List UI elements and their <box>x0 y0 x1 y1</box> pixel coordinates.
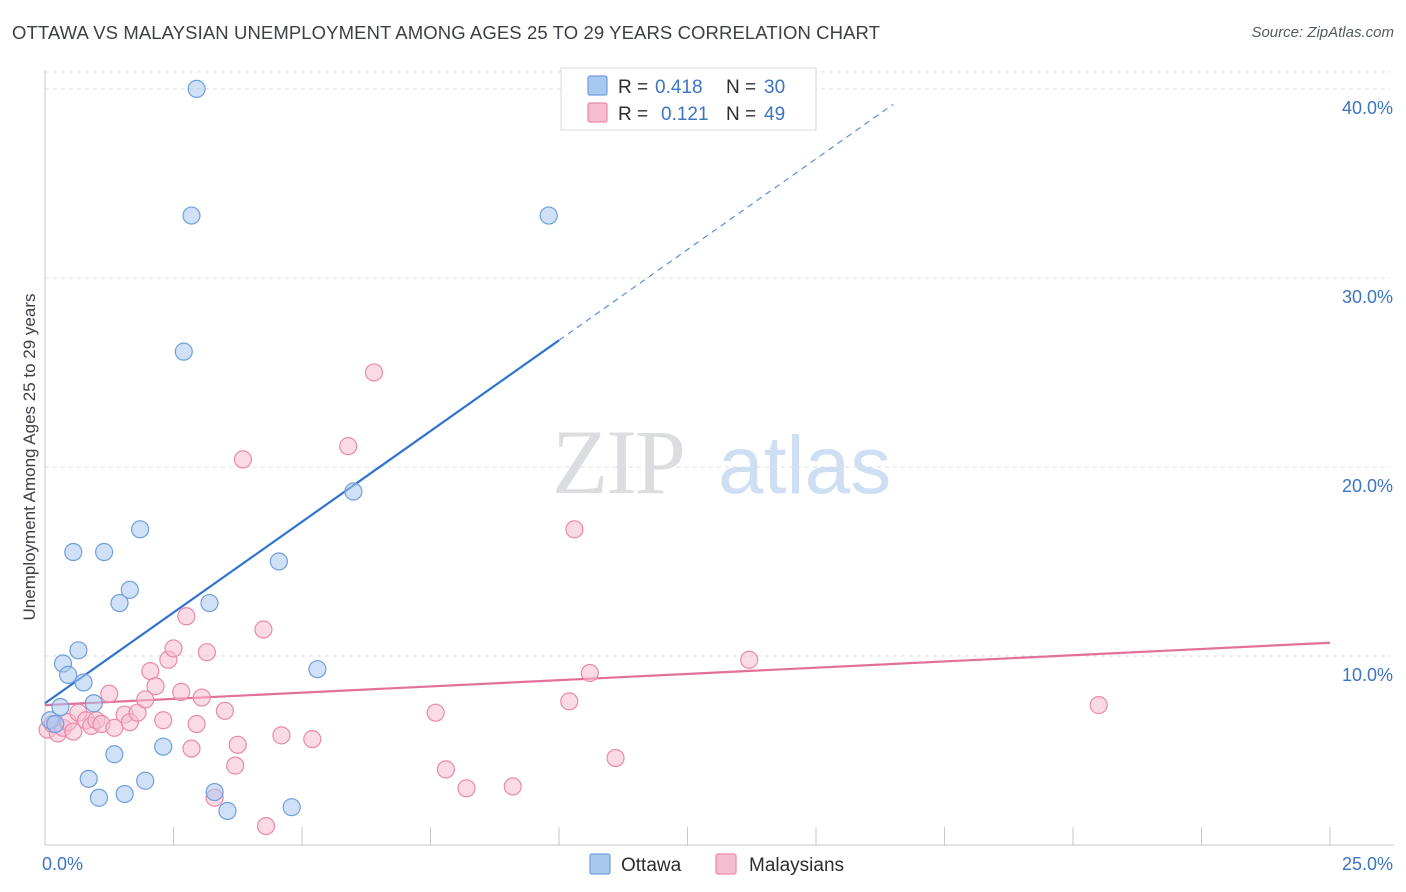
point-malaysians <box>136 690 155 709</box>
point-ottawa <box>74 673 93 692</box>
point-malaysians <box>154 711 173 730</box>
point-ottawa <box>154 737 173 756</box>
chart-source: Source: ZipAtlas.com <box>1251 24 1394 41</box>
point-malaysians <box>100 684 119 703</box>
x-tick-label-min: 0.0% <box>42 854 83 874</box>
point-malaysians <box>233 450 252 469</box>
y-tick-label: 30.0% <box>1342 287 1393 307</box>
point-malaysians <box>172 682 191 701</box>
trendline-ottawa <box>44 339 560 705</box>
legend-n-label-malaysians: N = <box>726 104 756 125</box>
point-malaysians <box>606 748 625 768</box>
point-ottawa <box>69 641 88 660</box>
point-ottawa <box>200 593 219 613</box>
point-ottawa <box>64 542 83 562</box>
point-malaysians <box>177 607 196 626</box>
point-malaysians <box>256 816 276 836</box>
watermark-zip: ZIP <box>552 411 684 513</box>
legend-r-label-ottawa: R = <box>618 77 648 98</box>
point-malaysians <box>503 777 522 796</box>
point-malaysians <box>303 730 322 749</box>
point-ottawa <box>51 697 70 717</box>
point-ottawa <box>95 542 114 562</box>
point-malaysians <box>64 722 83 741</box>
bottom-legend-label-malaysians: Malaysians <box>749 855 844 876</box>
point-ottawa <box>182 206 201 225</box>
point-ottawa <box>174 342 193 361</box>
point-malaysians <box>146 677 165 696</box>
point-malaysians <box>364 363 384 382</box>
point-malaysians <box>197 643 217 662</box>
point-malaysians <box>1089 696 1108 715</box>
x-tick-label-max: 25.0% <box>1342 854 1393 874</box>
point-ottawa <box>105 745 124 764</box>
bottom-legend-swatch-malaysians <box>715 853 737 875</box>
point-ottawa <box>205 782 224 802</box>
bottom-legend: Ottawa Malaysians <box>589 853 844 876</box>
legend-r-label-malaysians: R = <box>618 104 648 125</box>
point-ottawa <box>120 580 139 599</box>
point-malaysians <box>560 692 579 711</box>
trendline-malaysians <box>44 641 1331 707</box>
point-malaysians <box>141 661 160 681</box>
y-tick-label: 20.0% <box>1342 476 1393 496</box>
point-ottawa <box>282 798 301 817</box>
point-ottawa <box>110 593 129 613</box>
point-ottawa <box>89 788 109 807</box>
point-ottawa <box>136 771 155 790</box>
bottom-legend-swatch-ottawa <box>589 853 611 875</box>
point-malaysians <box>272 726 291 745</box>
y-axis-label: Unemployment Among Ages 25 to 29 years <box>20 294 39 621</box>
point-malaysians <box>228 735 247 754</box>
bottom-legend-label-ottawa: Ottawa <box>621 855 682 876</box>
point-ottawa <box>130 520 150 539</box>
point-malaysians <box>254 620 273 639</box>
point-ottawa <box>269 552 288 571</box>
legend-n-label-ottawa: N = <box>726 77 756 98</box>
point-malaysians <box>436 760 456 779</box>
point-ottawa <box>46 714 65 734</box>
point-malaysians <box>226 756 245 775</box>
point-ottawa <box>84 694 103 713</box>
point-malaysians <box>580 663 599 683</box>
point-malaysians <box>182 739 201 758</box>
legend-n-value-malaysians: 49 <box>764 104 785 125</box>
point-malaysians <box>164 639 183 658</box>
point-ottawa <box>539 206 558 225</box>
legend-swatch-ottawa <box>587 75 608 96</box>
legend-n-value-ottawa: 30 <box>764 77 785 98</box>
y-tick-label: 10.0% <box>1342 665 1393 685</box>
point-ottawa <box>59 665 78 684</box>
point-malaysians <box>426 703 445 722</box>
watermark-atlas: atlas <box>718 420 891 511</box>
point-malaysians <box>565 520 584 539</box>
point-malaysians <box>192 688 211 707</box>
point-malaysians <box>740 650 759 669</box>
legend-r-value-ottawa: 0.418 <box>655 77 703 98</box>
y-tick-label: 40.0% <box>1342 98 1393 118</box>
legend: R = 0.418 N = 30 R = 0.121 N = 49 <box>560 67 817 131</box>
point-ottawa <box>308 660 327 679</box>
point-malaysians <box>187 714 206 734</box>
point-malaysians <box>339 437 358 456</box>
point-ottawa <box>187 79 206 99</box>
legend-swatch-malaysians <box>587 102 608 123</box>
point-malaysians <box>457 779 476 798</box>
point-malaysians <box>215 701 234 720</box>
point-ottawa <box>79 769 98 788</box>
point-ottawa <box>218 801 237 821</box>
point-ottawa <box>344 482 363 501</box>
legend-r-value-malaysians: 0.121 <box>661 104 709 125</box>
chart-title: OTTAWA VS MALAYSIAN UNEMPLOYMENT AMONG A… <box>12 22 881 43</box>
point-ottawa <box>115 784 134 804</box>
trendline-extension-ottawa <box>558 103 894 341</box>
